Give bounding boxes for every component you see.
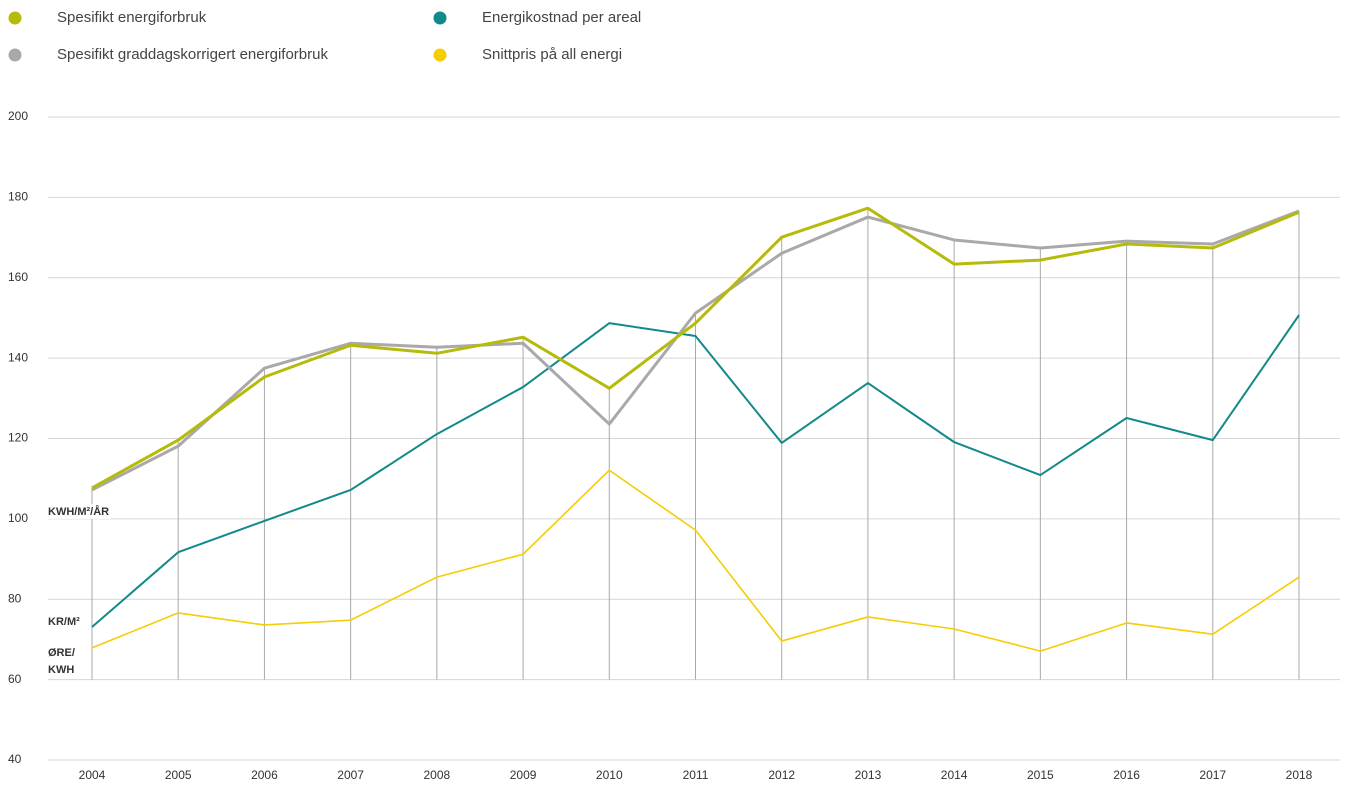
legend-label: Energikostnad per areal: [482, 9, 641, 26]
legend-marker: [8, 11, 22, 25]
axis-annotation: ØRE/: [48, 647, 75, 659]
annotation-bg: [46, 503, 112, 519]
y-tick-label: 200: [8, 109, 28, 123]
y-tick-label: 100: [8, 511, 28, 525]
legend-label: Spesifikt graddagskorrigert energiforbru…: [57, 46, 328, 63]
axis-annotation: KWH/M²/ÅR: [48, 505, 109, 518]
x-tick-label: 2008: [424, 768, 451, 782]
series-line: [91, 469, 1300, 652]
y-tick-label: 60: [8, 672, 22, 686]
x-tick-label: 2006: [251, 768, 278, 782]
axis-annotation: KWH: [48, 664, 74, 676]
axis-annotation: KR/M²: [48, 616, 80, 628]
x-tick-label: 2018: [1286, 768, 1313, 782]
x-tick-label: 2012: [768, 768, 795, 782]
legend-label: Snittpris på all energi: [482, 46, 622, 63]
x-tick-label: 2007: [337, 768, 364, 782]
x-tick-label: 2009: [510, 768, 537, 782]
x-tick-label: 2016: [1113, 768, 1140, 782]
x-tick-label: 2013: [855, 768, 882, 782]
x-tick-label: 2004: [79, 768, 106, 782]
x-tick-label: 2005: [165, 768, 192, 782]
x-tick-label: 2011: [683, 768, 709, 782]
series-line: [91, 314, 1300, 628]
y-tick-label: 80: [8, 591, 22, 605]
x-tick-label: 2015: [1027, 768, 1054, 782]
legend-label: Spesifikt energiforbruk: [57, 9, 207, 26]
legend-marker: [433, 11, 447, 25]
legend-marker: [8, 48, 22, 62]
annotation-bg: [46, 645, 77, 660]
y-tick-label: 160: [8, 270, 28, 284]
y-tick-label: 140: [8, 350, 28, 364]
legend-marker: [433, 48, 447, 62]
x-tick-label: 2017: [1199, 768, 1226, 782]
series-line: [91, 206, 1300, 490]
y-tick-label: 120: [8, 431, 28, 445]
x-tick-label: 2010: [596, 768, 623, 782]
x-tick-label: 2014: [941, 768, 968, 782]
annotation-bg: [46, 662, 77, 677]
series-line: [91, 209, 1300, 492]
y-tick-label: 40: [8, 752, 22, 766]
annotation-bg: [46, 614, 83, 629]
y-tick-label: 180: [8, 190, 28, 204]
